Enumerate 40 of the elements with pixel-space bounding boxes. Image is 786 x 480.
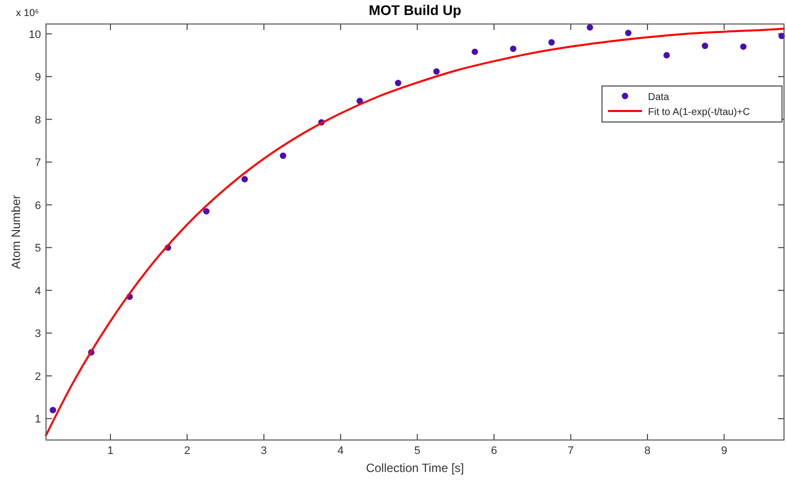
x-tick-label: 6	[490, 445, 498, 457]
legend-label: Data	[648, 92, 670, 103]
point	[433, 68, 440, 75]
x-tick-label: 2	[184, 445, 190, 457]
point	[586, 24, 594, 31]
x-axis-title: Collection Time [s]	[366, 461, 464, 475]
point	[241, 176, 248, 182]
x-tick-label: 4	[338, 445, 344, 457]
point	[394, 80, 402, 86]
point	[280, 152, 286, 159]
y-tick-label: 2	[34, 370, 41, 383]
text: x 10⁶	[16, 8, 40, 19]
y-tick-label: 6	[34, 200, 41, 212]
point	[702, 42, 708, 50]
x-tick-label: 5	[414, 445, 420, 457]
point	[663, 52, 670, 58]
y-tick-label: 8	[34, 114, 41, 126]
y-tick-label: 5	[34, 242, 41, 255]
x-tick-label: 1	[107, 445, 114, 457]
y-axis-title: Atom Number	[9, 194, 23, 270]
x-tick-label: 3	[260, 445, 267, 457]
y-tick-label: 7	[34, 157, 41, 170]
point	[625, 30, 632, 36]
y-tick-label: 1	[34, 414, 41, 426]
x-tick-label: 7	[568, 445, 574, 457]
point	[203, 208, 210, 214]
chart-title: MOT Build Up	[368, 2, 462, 18]
point	[740, 43, 747, 50]
line-series	[45, 28, 785, 436]
x-tick-label: 8	[644, 445, 651, 457]
legend-label: Fit to A(1-exp(-t/tau)+C	[648, 107, 750, 118]
y-tick-label: 4	[34, 285, 41, 298]
y-tick-label: 3	[34, 328, 41, 340]
y-tick-label: 9	[34, 72, 41, 84]
x-tick-label: 9	[721, 445, 728, 457]
point	[510, 46, 516, 52]
point	[548, 39, 555, 46]
point	[472, 48, 478, 55]
y-tick-label: 10	[28, 28, 41, 41]
point	[50, 406, 56, 414]
